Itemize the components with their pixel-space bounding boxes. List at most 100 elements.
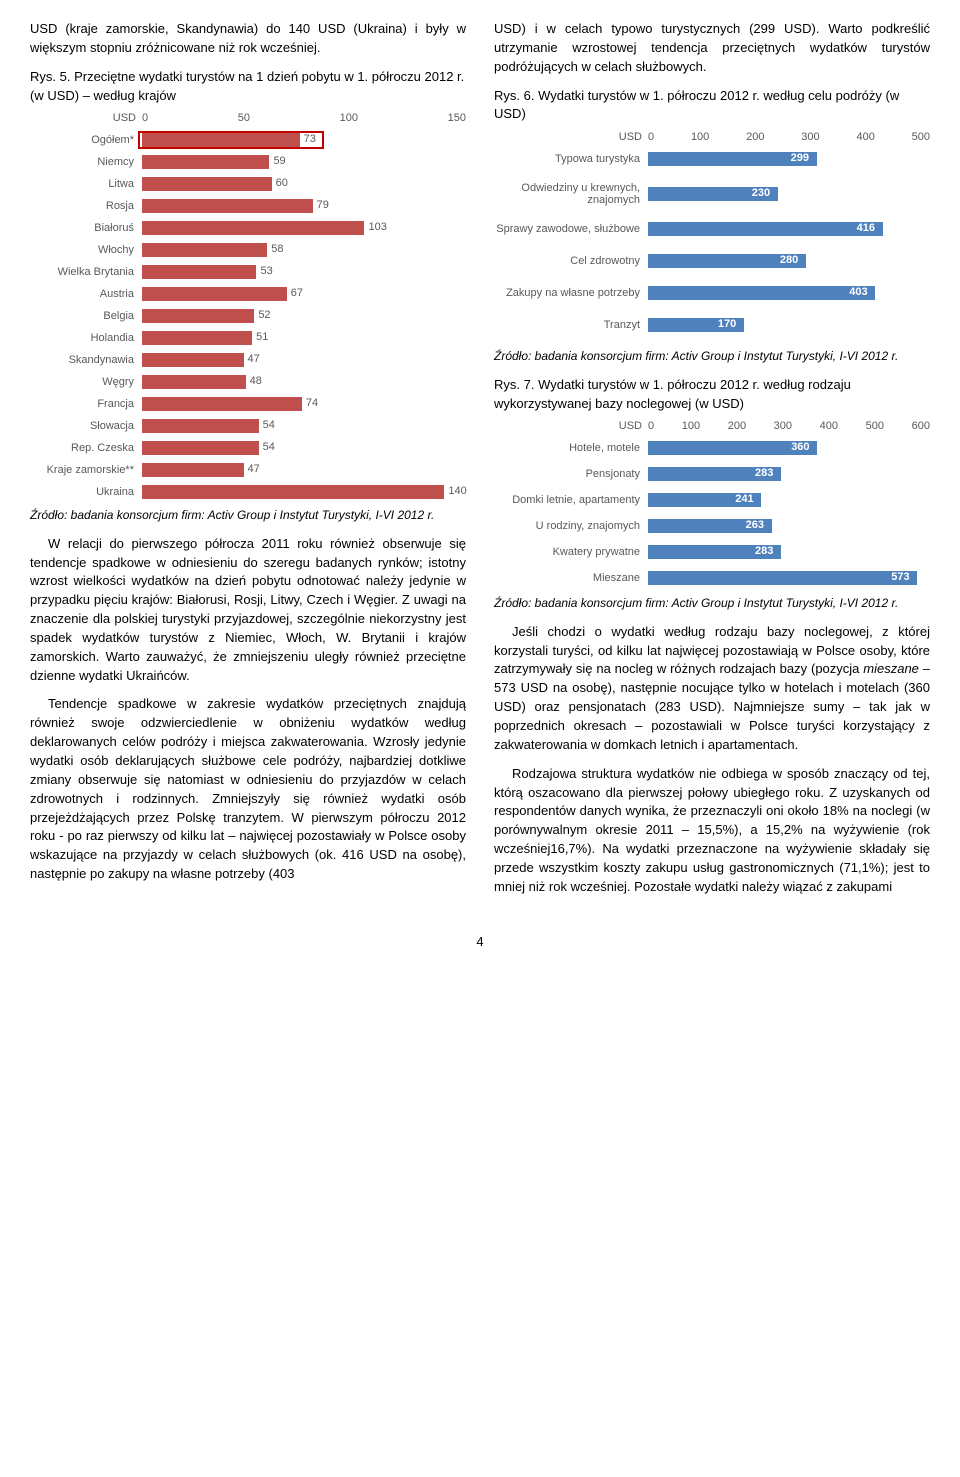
bar-label: Rep. Czeska	[30, 442, 142, 454]
tick: 150	[448, 111, 466, 127]
bar-track: 103	[142, 221, 466, 235]
bar-value: 74	[302, 396, 318, 412]
bar-track: 416	[648, 222, 930, 236]
bar-row: Tranzyt170	[494, 316, 930, 334]
bar-label: Kraje zamorskie**	[30, 464, 142, 476]
usd-label: USD	[494, 419, 648, 435]
bar-track: 59	[142, 155, 466, 169]
bar-track: 360	[648, 441, 930, 455]
bar-row: Cel zdrowotny280	[494, 252, 930, 270]
bar-track: 79	[142, 199, 466, 213]
bar-track: 403	[648, 286, 930, 300]
fig7-title: Rys. 7. Wydatki turystów w 1. półroczu 2…	[494, 376, 930, 414]
bar-fill	[142, 243, 267, 257]
tick: 500	[866, 419, 884, 435]
tick: 600	[912, 419, 930, 435]
bar-label: U rodziny, znajomych	[494, 520, 648, 532]
bar-row: Sprawy zawodowe, służbowe 416	[494, 220, 930, 238]
tick: 300	[774, 419, 792, 435]
bar-value: 54	[259, 418, 275, 434]
bar-track: 52	[142, 309, 466, 323]
chart-7: USD0100200300400500600Hotele, motele360P…	[494, 419, 930, 587]
source-5: Źródło: badania konsorcjum firm: Activ G…	[30, 507, 466, 524]
bar-fill	[142, 419, 259, 433]
bar-label: Włochy	[30, 244, 142, 256]
bar-label: Sprawy zawodowe, służbowe	[494, 223, 648, 235]
bar-row: Kwatery prywatne283	[494, 543, 930, 561]
p3-em: mieszane	[863, 661, 919, 676]
bar-row: Skandynawia47	[30, 351, 466, 369]
bar-row: Austria67	[30, 285, 466, 303]
chart-5: USD050100150Ogółem*73Niemcy59Litwa60Rosj…	[30, 111, 466, 501]
bar-label: Domki letnie, apartamenty	[494, 494, 648, 506]
bar-row: Litwa 60	[30, 175, 466, 193]
bar-value: 103	[364, 220, 386, 236]
bar-label: Słowacja	[30, 420, 142, 432]
tick: 100	[691, 130, 709, 146]
bar-track: 47	[142, 463, 466, 477]
bar-track: 170	[648, 318, 930, 332]
tick: 300	[801, 130, 819, 146]
bar-value: 54	[259, 440, 275, 456]
bar-value: 51	[252, 330, 268, 346]
bar-row: Typowa turystyka299	[494, 150, 930, 168]
bar-row: Rep. Czeska 54	[30, 439, 466, 457]
bar-label: Odwiedziny u krewnych, znajomych	[494, 182, 648, 206]
bar-value: 79	[313, 198, 329, 214]
bar-row: Mieszane573	[494, 569, 930, 587]
left-p2: Tendencje spadkowe w zakresie wydatków p…	[30, 695, 466, 883]
bar-label: Kwatery prywatne	[494, 546, 648, 558]
bar-value: 299	[787, 151, 809, 167]
right-p3: Jeśli chodzi o wydatki według rodzaju ba…	[494, 623, 930, 755]
bar-fill	[142, 353, 244, 367]
bar-value: 60	[272, 176, 288, 192]
bar-value: 53	[256, 264, 272, 280]
bar-track: 280	[648, 254, 930, 268]
bar-fill	[142, 265, 256, 279]
bar-value: 47	[244, 352, 260, 368]
tick: 200	[746, 130, 764, 146]
bar-row: Włochy 58	[30, 241, 466, 259]
axis-row: USD0100200300400500	[494, 130, 930, 146]
bar-track: 230	[648, 187, 930, 201]
bar-track: 58	[142, 243, 466, 257]
bar-fill	[142, 463, 244, 477]
bar-value: 416	[853, 221, 875, 237]
source-6: Źródło: badania konsorcjum firm: Activ G…	[494, 348, 930, 365]
tick: 100	[682, 419, 700, 435]
chart-6: USD0100200300400500Typowa turystyka299Od…	[494, 130, 930, 334]
intro-para: USD (kraje zamorskie, Skandynawia) do 14…	[30, 20, 466, 58]
axis-ticks: 050100150	[142, 111, 466, 127]
bar-row: Wielka Brytania53	[30, 263, 466, 281]
tick: 200	[728, 419, 746, 435]
bar-value: 59	[269, 154, 285, 170]
bar-value: 263	[742, 518, 764, 534]
bar-track: 53	[142, 265, 466, 279]
fig5-title: Rys. 5. Przeciętne wydatki turystów na 1…	[30, 68, 466, 106]
axis-ticks: 0100200300400500600	[648, 419, 930, 435]
bar-fill	[142, 199, 313, 213]
bar-row: Holandia51	[30, 329, 466, 347]
bar-track: 67	[142, 287, 466, 301]
bar-value: 573	[887, 570, 909, 586]
tick: 400	[856, 130, 874, 146]
bar-value: 48	[246, 374, 262, 390]
bar-label: Cel zdrowotny	[494, 255, 648, 267]
tick: 0	[648, 130, 654, 146]
right-cont: USD) i w celach typowo turystycznych (29…	[494, 20, 930, 77]
bar-track: 48	[142, 375, 466, 389]
bar-value: 58	[267, 242, 283, 258]
bar-row: Pensjonaty283	[494, 465, 930, 483]
bar-label: Litwa	[30, 178, 142, 190]
bar-fill	[142, 133, 300, 147]
bar-fill	[648, 571, 917, 585]
bar-fill	[142, 375, 246, 389]
bar-fill	[142, 155, 269, 169]
bar-row: Słowacja 54	[30, 417, 466, 435]
axis-ticks: 0100200300400500	[648, 130, 930, 146]
bar-track: 299	[648, 152, 930, 166]
bar-label: Austria	[30, 288, 142, 300]
bar-row: Ogółem*73	[30, 131, 466, 149]
bar-label: Ukraina	[30, 486, 142, 498]
bar-row: Białoruś103	[30, 219, 466, 237]
